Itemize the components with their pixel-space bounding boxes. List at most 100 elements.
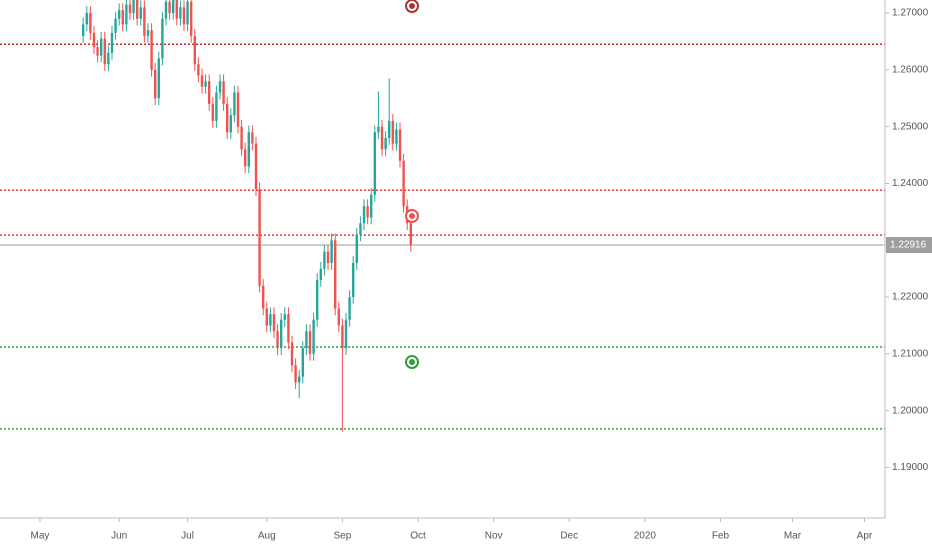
candle-body xyxy=(362,206,366,224)
candle-body xyxy=(114,18,117,33)
candle-body xyxy=(236,92,240,127)
candle-body xyxy=(373,132,377,195)
candle-body xyxy=(319,268,323,281)
candle-body xyxy=(395,129,398,144)
candle-body xyxy=(269,314,272,326)
candle-body xyxy=(222,81,225,104)
candle-body xyxy=(103,38,106,65)
candle-body xyxy=(207,81,211,104)
candle-body xyxy=(186,1,189,25)
x-tick-label: Jun xyxy=(111,531,127,542)
marker xyxy=(409,213,415,219)
candle-body xyxy=(323,251,326,269)
candle-body xyxy=(366,206,369,218)
candle-body xyxy=(164,1,168,19)
y-tick-label: 1.24000 xyxy=(892,178,929,189)
y-tick-label: 1.25000 xyxy=(892,121,929,132)
candle-body xyxy=(258,189,261,286)
candle-body xyxy=(384,137,387,150)
candle-body xyxy=(308,331,312,354)
candle-body xyxy=(276,331,279,349)
x-tick-label: 2020 xyxy=(634,531,657,542)
candle-body xyxy=(298,376,301,383)
candle-body xyxy=(388,120,391,138)
candle-body xyxy=(135,0,139,19)
candle-body xyxy=(81,24,85,36)
candle-body xyxy=(330,240,333,263)
candle-body xyxy=(265,308,268,326)
x-tick-label: Mar xyxy=(784,531,802,542)
candle-body xyxy=(301,348,305,377)
candle-body xyxy=(107,52,110,65)
y-tick-label: 1.21000 xyxy=(892,349,929,360)
candle-body xyxy=(96,47,99,56)
candle-body xyxy=(225,103,229,133)
candle-body xyxy=(117,10,121,19)
candle-body xyxy=(197,64,200,76)
y-tick-label: 1.19000 xyxy=(892,462,929,473)
candle-body xyxy=(341,325,344,349)
candle-body xyxy=(402,160,405,207)
candle-body xyxy=(143,7,146,36)
candle-body xyxy=(272,314,276,332)
candle-body xyxy=(157,58,160,99)
candle-body xyxy=(398,129,402,161)
candle-body xyxy=(391,120,395,144)
x-tick-label: Nov xyxy=(485,531,503,542)
x-tick-label: Sep xyxy=(334,531,352,542)
candle-body xyxy=(168,1,171,14)
candle-body xyxy=(146,30,150,36)
candle-body xyxy=(233,92,236,116)
x-tick-label: Oct xyxy=(410,531,426,542)
candle-body xyxy=(312,319,315,354)
candle-body xyxy=(243,149,247,167)
y-tick-label: 1.22000 xyxy=(892,292,929,303)
candle-body xyxy=(89,13,92,33)
candle-body xyxy=(344,319,348,349)
y-tick-label: 1.27000 xyxy=(892,8,929,19)
candle-body xyxy=(193,35,196,65)
candle-body xyxy=(92,32,96,48)
candle-body xyxy=(279,319,283,349)
candle-body xyxy=(352,262,355,298)
y-tick-label: 1.20000 xyxy=(892,405,929,416)
candle-body xyxy=(409,223,413,245)
x-tick-label: Dec xyxy=(560,531,578,542)
candle-body xyxy=(380,126,384,150)
candle-body xyxy=(370,194,373,218)
candle-body xyxy=(132,0,135,14)
candle-body xyxy=(261,285,265,309)
candle-body xyxy=(182,7,186,25)
candle-body xyxy=(215,92,218,121)
candle-body xyxy=(254,143,258,190)
x-tick-label: Aug xyxy=(258,531,276,542)
x-tick-label: Feb xyxy=(712,531,730,542)
candle-body xyxy=(110,32,114,53)
candle-body xyxy=(150,30,153,70)
candle-body xyxy=(121,10,124,25)
candle-body xyxy=(125,4,128,25)
marker xyxy=(409,359,415,365)
candle-body xyxy=(326,251,330,263)
candle-body xyxy=(128,4,132,14)
candle-body xyxy=(337,308,341,326)
candle-body xyxy=(294,365,297,383)
candle-body xyxy=(316,280,319,320)
plot-area xyxy=(0,0,885,432)
alert-markers xyxy=(405,0,419,369)
last-price-box xyxy=(886,237,932,254)
candle-body xyxy=(200,75,204,87)
candle-body xyxy=(229,115,232,133)
candle-body xyxy=(287,314,290,343)
x-tick-label: Apr xyxy=(857,531,873,542)
x-tick-label: Jul xyxy=(181,531,194,542)
candle-body xyxy=(139,7,142,19)
candle-body xyxy=(348,297,351,320)
candle-body xyxy=(251,132,254,144)
y-tick-label: 1.26000 xyxy=(892,64,929,75)
candle-body xyxy=(99,38,103,56)
x-tick-label: May xyxy=(31,531,50,542)
candle-body xyxy=(359,223,362,235)
candle-body xyxy=(355,234,359,263)
